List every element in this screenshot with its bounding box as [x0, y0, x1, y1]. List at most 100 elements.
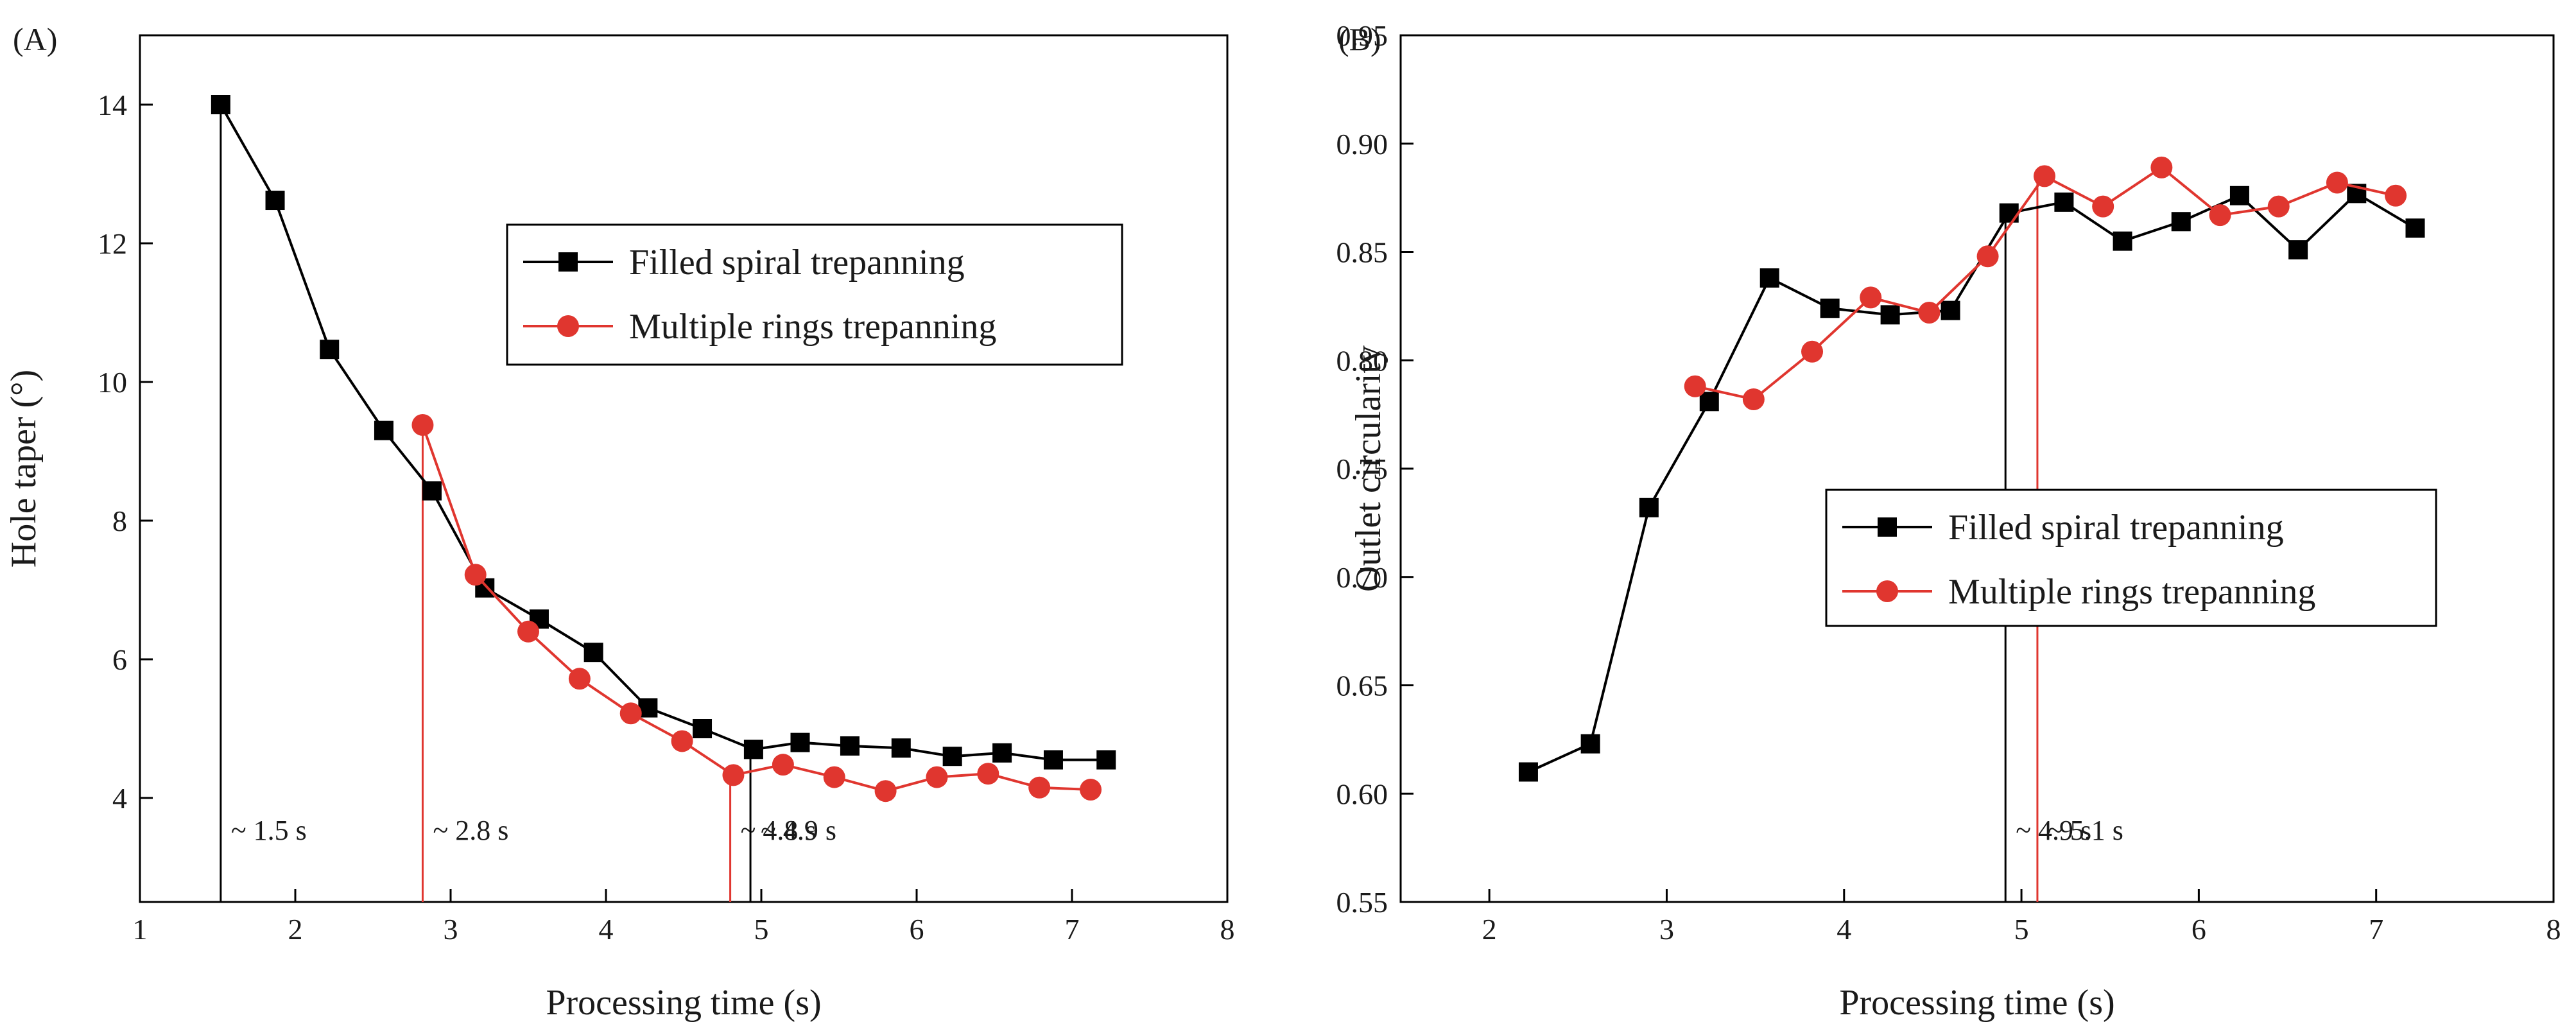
legend-marker-square	[558, 252, 578, 272]
y-axis-title: Outlet circularity	[1349, 345, 1388, 592]
y-tick-label: 0.65	[1336, 670, 1388, 702]
data-point-square	[992, 743, 1012, 763]
data-point-circle	[823, 766, 845, 788]
x-tick-label: 8	[2546, 913, 2561, 946]
legend-marker-circle	[557, 315, 579, 337]
legend-label: Filled spiral trepanning	[1948, 508, 2284, 548]
data-point-square	[265, 191, 285, 211]
x-axis-title: Processing time (s)	[1839, 983, 2114, 1023]
data-point-circle	[2326, 171, 2348, 194]
data-point-square	[840, 736, 860, 756]
data-point-square	[1941, 300, 1960, 320]
data-point-square	[790, 732, 810, 752]
data-point-square	[2113, 231, 2132, 251]
data-point-circle	[2150, 156, 2173, 178]
data-point-circle	[1860, 286, 1882, 309]
legend-box	[1825, 489, 2437, 627]
x-tick-label: 5	[2014, 913, 2029, 946]
data-point-circle	[568, 668, 591, 690]
x-tick-label: 7	[2369, 913, 2383, 946]
x-tick-label: 4	[1837, 913, 1851, 946]
data-point-circle	[977, 763, 999, 785]
data-point-circle	[1801, 340, 1824, 363]
data-point-square	[1043, 750, 1063, 770]
plot-frame	[139, 34, 1229, 903]
x-tick-label: 4	[599, 913, 614, 946]
y-tick-label: 4	[112, 782, 127, 815]
data-point-square	[374, 420, 393, 440]
data-point-circle	[874, 780, 897, 802]
data-point-square	[1820, 299, 1840, 318]
legend-label: Filled spiral trepanning	[629, 243, 965, 282]
data-point-circle	[2267, 195, 2290, 218]
y-tick-label: 0.85	[1336, 236, 1388, 269]
y-axis-title: Hole taper (°)	[4, 370, 44, 567]
data-point-square	[1639, 498, 1659, 517]
data-point-circle	[411, 413, 434, 436]
data-point-circle	[926, 766, 948, 788]
threshold-label: ~ 5.1 s	[2048, 815, 2123, 846]
data-point-square	[422, 481, 442, 501]
y-tick-label: 0.95	[1336, 19, 1388, 52]
data-point-circle	[1028, 776, 1051, 799]
data-point-circle	[772, 754, 794, 776]
panel-label: (B)	[1338, 21, 1381, 57]
data-point-square	[942, 747, 962, 767]
legend-label: Multiple rings trepanning	[629, 307, 996, 347]
threshold-label: ~ 4.9 s	[761, 815, 836, 846]
legend-marker-square	[1878, 517, 1897, 537]
data-point-square	[891, 738, 911, 758]
x-tick-label: 7	[1065, 913, 1080, 946]
data-point-square	[211, 95, 230, 114]
panel-label: (A)	[13, 21, 57, 57]
threshold-label: ~ 4.9 s	[2016, 815, 2091, 846]
data-point-square	[583, 643, 603, 663]
data-point-square	[693, 719, 713, 738]
data-point-square	[1999, 203, 2019, 223]
data-point-circle	[2385, 184, 2407, 207]
data-point-square	[1096, 750, 1116, 770]
chart-b: 2 3 4 5 6 7 8 0.55 0.60 0.65 0.70 0.75 0.80 0.85 0.90 0…	[1336, 19, 2561, 1023]
y-tick-label: 0.55	[1336, 886, 1388, 919]
data-point-circle	[1976, 245, 1999, 268]
x-tick-label: 3	[444, 913, 458, 946]
x-tick-label: 5	[754, 913, 769, 946]
data-point-circle	[2092, 195, 2114, 218]
x-tick-label: 3	[1659, 913, 1674, 946]
y-tick-label: 0.70	[1336, 561, 1388, 594]
data-point-square	[743, 740, 763, 759]
data-point-square	[2288, 240, 2308, 260]
data-point-square	[2054, 192, 2074, 212]
y-tick-label: 8	[112, 505, 127, 537]
y-tick-label: 0.75	[1336, 453, 1388, 485]
threshold-label: ~ 2.8 s	[433, 815, 508, 846]
y-tick-label: 0.90	[1336, 128, 1388, 160]
data-point-circle	[517, 620, 539, 643]
data-point-square	[2171, 212, 2191, 232]
data-point-square	[1759, 268, 1779, 288]
x-tick-label: 6	[2191, 913, 2206, 946]
x-tick-label: 8	[1220, 913, 1235, 946]
x-tick-label: 6	[910, 913, 924, 946]
legend-label: Multiple rings trepanning	[1948, 572, 2315, 612]
data-point-circle	[2209, 204, 2231, 227]
y-tick-label: 0.80	[1336, 344, 1388, 377]
data-point-circle	[2033, 165, 2055, 187]
x-tick-label: 2	[288, 913, 303, 946]
y-tick-label: 12	[98, 227, 127, 260]
threshold-label: ~ 4.8 s	[741, 815, 817, 846]
data-point-circle	[671, 730, 693, 752]
y-tick-label: 0.60	[1336, 777, 1388, 810]
x-axis-title: Processing time (s)	[546, 983, 821, 1023]
data-point-square	[1518, 762, 1538, 782]
legend-box	[506, 223, 1123, 366]
data-point-circle	[722, 764, 745, 786]
data-point-square	[2405, 218, 2425, 238]
x-tick-label: 1	[133, 913, 148, 946]
data-point-square	[1580, 734, 1600, 754]
legend-marker-circle	[1876, 580, 1898, 602]
data-point-circle	[1742, 388, 1765, 410]
data-point-square	[2229, 186, 2249, 205]
